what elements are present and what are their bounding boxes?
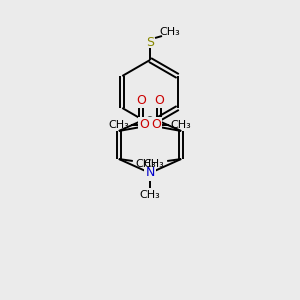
Text: CH₃: CH₃ — [135, 159, 156, 169]
Text: CH₃: CH₃ — [160, 27, 180, 37]
Text: S: S — [146, 35, 154, 49]
Text: CH₃: CH₃ — [170, 120, 191, 130]
Text: CH₃: CH₃ — [109, 120, 130, 130]
Text: CH₃: CH₃ — [144, 159, 165, 169]
Text: O: O — [136, 94, 146, 106]
Text: O: O — [139, 118, 149, 131]
Text: O: O — [154, 94, 164, 106]
Text: CH₃: CH₃ — [140, 190, 160, 200]
Text: N: N — [145, 167, 155, 179]
Text: O: O — [151, 118, 161, 131]
